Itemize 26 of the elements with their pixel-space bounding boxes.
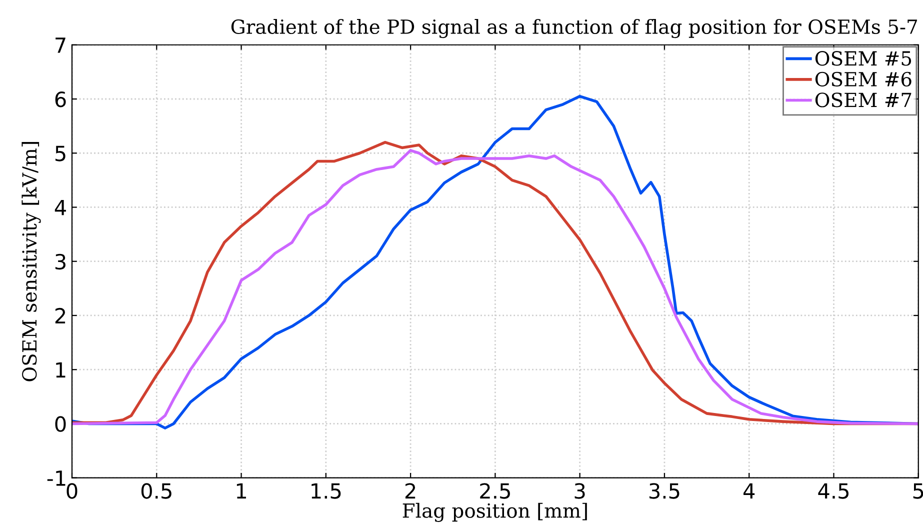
x-tick-label: 5 <box>913 483 923 499</box>
x-tick-label: 1 <box>236 483 246 499</box>
y-tick-label: 5 <box>55 146 66 162</box>
chart-title: Gradient of the PD signal as a function of flag position for OSEMs 5-7 <box>231 18 917 38</box>
x-tick-label: 4.5 <box>818 483 848 499</box>
x-tick-label: 0.5 <box>141 483 172 499</box>
x-tick-label: 2.5 <box>480 483 510 499</box>
y-tick-label: 7 <box>56 38 66 53</box>
x-tick-label: 2 <box>405 483 416 499</box>
y-tick-label: 3 <box>55 254 66 270</box>
y-tick-label: 2 <box>55 308 66 324</box>
x-tick-label: 3 <box>574 483 585 499</box>
legend-label: OSEM #6 <box>815 72 912 87</box>
y-tick-label: 6 <box>55 91 66 108</box>
y-axis-title: OSEM sensitivity [kV/m] <box>22 142 41 382</box>
x-axis-title: Flag position [mm] <box>402 502 587 522</box>
y-tick-label: -1 <box>47 470 66 486</box>
legend-label: OSEM #7 <box>815 92 912 108</box>
y-tick-label: 4 <box>54 200 66 216</box>
x-tick-label: 1.5 <box>312 483 341 499</box>
x-tick-label: 4 <box>744 483 755 499</box>
x-tick-label: 3.5 <box>649 483 680 499</box>
y-tick-label: 1 <box>56 362 66 378</box>
x-tick-label: 0 <box>66 483 78 499</box>
legend-label: OSEM #5 <box>815 51 912 66</box>
y-tick-label: 0 <box>55 416 66 432</box>
